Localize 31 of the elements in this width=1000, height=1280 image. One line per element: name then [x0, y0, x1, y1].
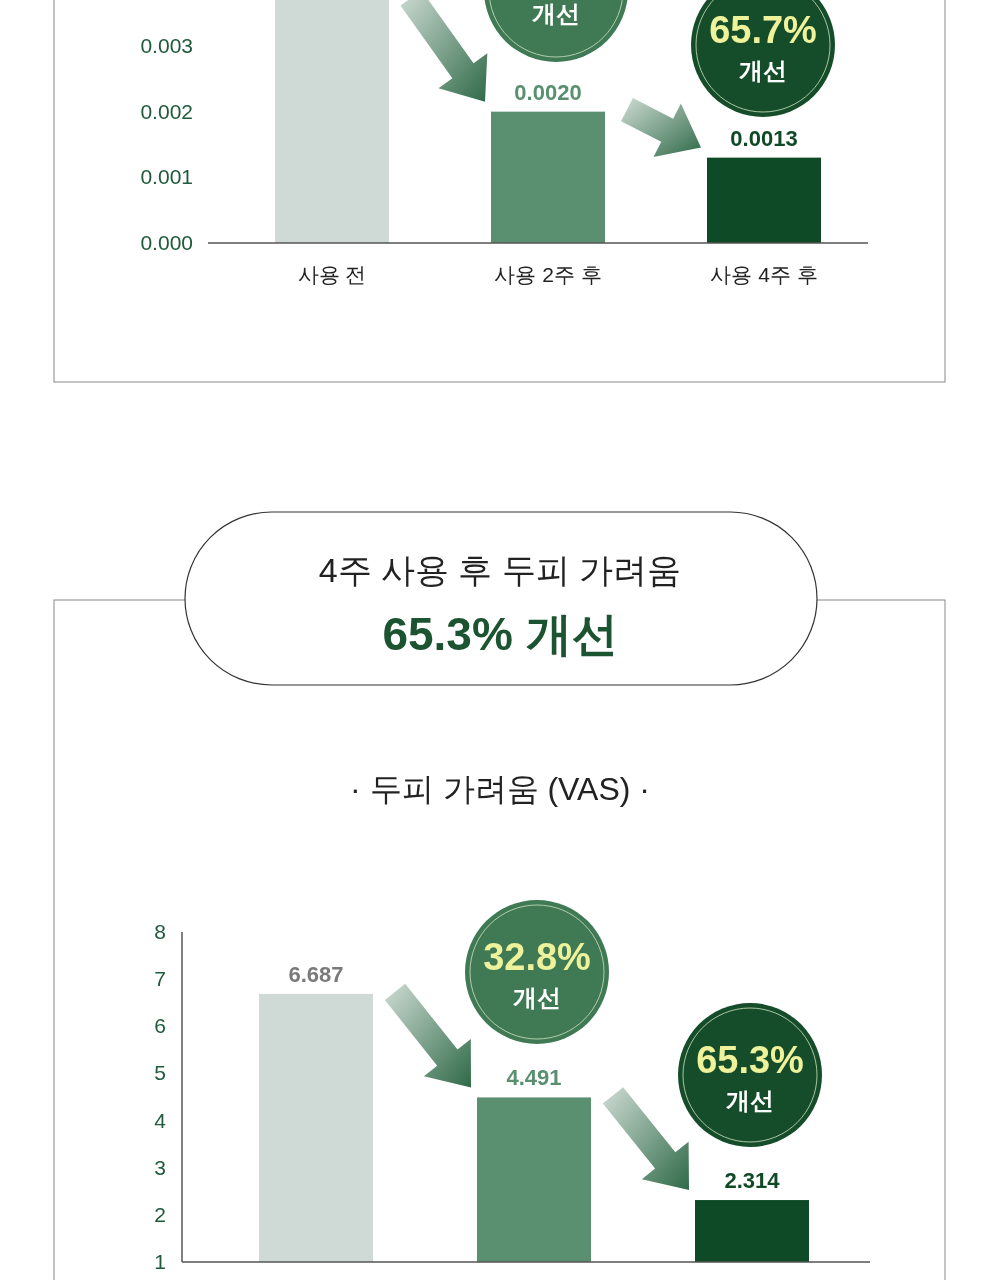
data-label: 0.0020 [514, 79, 582, 105]
picture-badge: 65.3% 개선 [678, 1003, 822, 1147]
data-label: 0.0013 [730, 125, 798, 151]
y-tick-label: 3 [154, 1155, 166, 1179]
data-label: 2.314 [724, 1168, 781, 1194]
y-tick-label: 2 [154, 1202, 166, 1226]
picture-badge: 65.7% 개선 [691, 0, 835, 117]
data-label: 6.687 [288, 961, 344, 987]
y-tick-label: 1 [154, 1250, 166, 1273]
y-tick-label: 7 [154, 967, 166, 991]
y-tick-label: 4 [154, 1108, 167, 1132]
picture-badge: 32.8% 개선 [465, 900, 609, 1044]
text: · 두피 가려움 (VAS) · [350, 771, 650, 807]
data-label: 4.491 [506, 1065, 562, 1091]
y-tick-label: 8 [154, 920, 166, 943]
y-tick-label: 0.003 [140, 33, 193, 57]
y-tick-label: 5 [154, 1061, 166, 1085]
x-tick-label: 사용 4주 후 [710, 263, 818, 286]
y-tick-label: 6 [154, 1014, 166, 1038]
chart-title: 4주 사용 후 두피 가려움 [318, 551, 682, 589]
chart-subtitle: 65.3% 개선 [382, 608, 618, 660]
annotation: 65.7% 개선 [709, 9, 817, 84]
annotation: 32.8% 개선 [483, 936, 591, 1011]
annotation: 65.3% 개선 [696, 1039, 804, 1114]
y-tick-label: 0.002 [140, 99, 193, 123]
y-tick-label: 0.000 [140, 231, 193, 254]
annotation: 개선 [532, 0, 580, 27]
y-tick-label: 0.001 [140, 165, 193, 189]
x-tick-label: 사용 전 [297, 263, 367, 286]
picture-badge: 개선 [484, 0, 628, 62]
x-tick-label: 사용 2주 후 [494, 263, 602, 286]
